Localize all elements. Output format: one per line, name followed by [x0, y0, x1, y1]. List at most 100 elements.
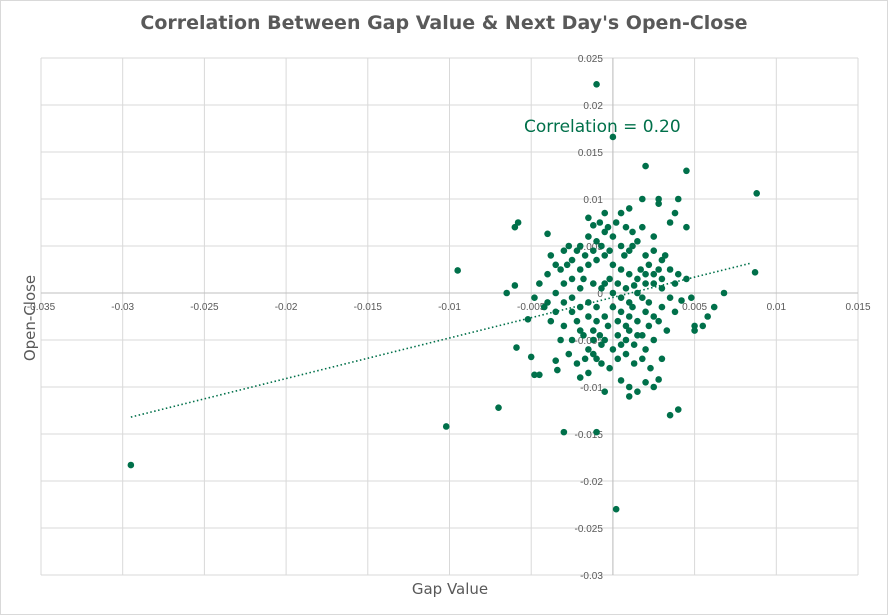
- data-point: [625, 299, 633, 306]
- data-point: [661, 252, 669, 259]
- data-point: [585, 369, 592, 377]
- data-point: [581, 355, 589, 363]
- x-tick-label: -0.02: [275, 302, 298, 313]
- data-point: [609, 303, 617, 311]
- data-point: [625, 270, 633, 278]
- data-point: [634, 238, 641, 245]
- data-point: [634, 289, 641, 297]
- y-tick-label: 0.025: [578, 54, 603, 65]
- data-point: [617, 266, 625, 273]
- data-point: [552, 289, 560, 297]
- data-point: [625, 247, 633, 254]
- data-point: [536, 280, 543, 287]
- y-tick-label: 0.005: [578, 242, 603, 253]
- data-point: [589, 327, 597, 334]
- data-point: [612, 219, 620, 226]
- data-point: [544, 299, 551, 306]
- trendline: [130, 262, 752, 418]
- x-tick-label: 0.01: [767, 302, 787, 313]
- data-point: [442, 423, 450, 430]
- data-point: [642, 346, 649, 353]
- data-point: [593, 256, 600, 264]
- data-point: [674, 195, 682, 203]
- data-point: [593, 238, 600, 245]
- data-point: [645, 322, 653, 330]
- data-point: [585, 313, 592, 320]
- data-point: [650, 247, 658, 254]
- data-point: [585, 233, 592, 240]
- data-point: [634, 275, 641, 283]
- data-point: [691, 327, 698, 334]
- data-point: [547, 252, 555, 259]
- data-point: [683, 275, 690, 283]
- y-tick-label: -0.005: [575, 336, 604, 347]
- data-point: [552, 357, 560, 364]
- data-point: [606, 364, 613, 372]
- data-point: [614, 355, 622, 363]
- data-point: [589, 247, 597, 254]
- data-point: [565, 350, 573, 358]
- data-point: [683, 223, 690, 231]
- data-point: [617, 308, 625, 316]
- data-point: [557, 266, 564, 273]
- x-tick-label: -0.035: [27, 302, 56, 313]
- y-tick-label: -0.01: [580, 383, 603, 394]
- data-point: [580, 332, 587, 339]
- data-point: [688, 294, 695, 302]
- data-point: [637, 266, 644, 273]
- data-point: [634, 332, 641, 339]
- data-point: [625, 313, 633, 320]
- y-tick-label: -0.02: [580, 477, 603, 488]
- data-point: [650, 313, 658, 320]
- data-point: [658, 303, 666, 311]
- data-point: [629, 228, 636, 236]
- data-point: [560, 280, 568, 287]
- data-point: [585, 346, 592, 353]
- data-point: [634, 388, 641, 396]
- data-point: [598, 360, 605, 367]
- data-point: [544, 270, 551, 278]
- data-point: [630, 341, 638, 349]
- data-point: [658, 285, 666, 292]
- data-point: [601, 336, 609, 344]
- data-point: [617, 242, 625, 250]
- data-point: [647, 364, 654, 372]
- data-point: [650, 336, 658, 344]
- data-point: [642, 280, 649, 287]
- data-point: [601, 280, 609, 287]
- data-point: [560, 428, 568, 436]
- y-axis-title: Open-Close: [21, 274, 39, 362]
- data-point: [658, 256, 666, 264]
- data-point: [617, 377, 625, 384]
- data-point: [625, 383, 633, 391]
- data-point: [604, 223, 612, 231]
- data-point: [576, 242, 584, 250]
- data-point: [704, 313, 711, 320]
- data-point: [127, 461, 135, 469]
- data-point: [593, 355, 600, 363]
- data-point: [568, 308, 576, 316]
- correlation-annotation: Correlation = 0.20: [524, 117, 681, 137]
- data-point: [601, 313, 609, 320]
- y-tick-label: 0.015: [578, 148, 603, 159]
- data-point: [565, 242, 573, 250]
- data-point: [511, 282, 519, 289]
- data-point: [568, 336, 576, 344]
- data-point: [650, 233, 658, 240]
- data-point: [557, 336, 564, 344]
- data-point: [593, 317, 600, 325]
- data-point: [629, 242, 636, 250]
- data-point: [585, 261, 592, 269]
- data-point: [666, 266, 674, 273]
- data-point: [614, 280, 622, 287]
- data-point: [617, 294, 625, 302]
- chart-title: Correlation Between Gap Value & Next Day…: [140, 12, 748, 34]
- data-point: [622, 322, 630, 330]
- data-point: [552, 308, 560, 316]
- data-point: [663, 327, 671, 334]
- data-point: [604, 322, 612, 330]
- x-tick-label: 0.015: [845, 302, 870, 313]
- data-point: [614, 317, 622, 325]
- data-point: [612, 505, 620, 513]
